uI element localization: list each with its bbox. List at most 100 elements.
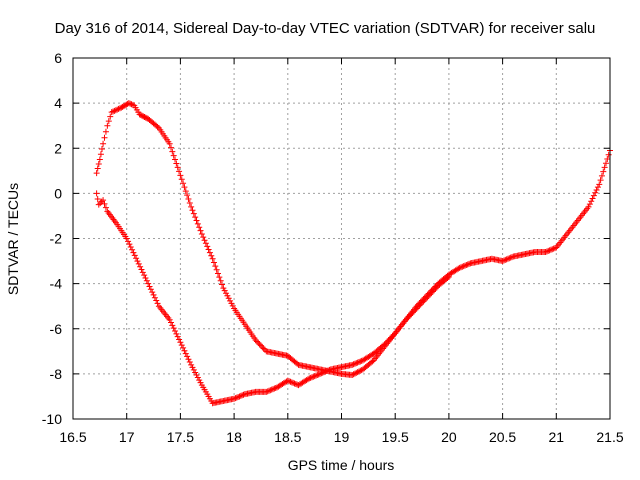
data-point — [147, 286, 154, 293]
data-point — [174, 164, 181, 171]
data-point — [224, 292, 231, 299]
data-point — [259, 344, 266, 351]
data-point — [184, 353, 191, 360]
data-point — [380, 342, 387, 349]
data-point — [349, 372, 356, 379]
data-point — [192, 369, 199, 376]
data-point — [189, 364, 196, 371]
data-point — [126, 241, 133, 248]
data-point — [322, 368, 329, 375]
data-point — [170, 325, 177, 332]
data-point — [351, 360, 358, 367]
x-axis-label: GPS time / hours — [288, 457, 395, 473]
data-point — [189, 207, 196, 214]
data-point — [142, 274, 149, 281]
data-point — [416, 302, 423, 309]
x-tick-label: 17.5 — [167, 429, 194, 445]
data-point — [406, 312, 413, 319]
data-point — [459, 263, 466, 270]
data-point — [108, 109, 115, 116]
data-point — [202, 240, 209, 247]
data-point — [358, 357, 365, 364]
grid — [73, 58, 610, 419]
data-point — [233, 394, 240, 401]
data-point — [219, 281, 226, 288]
chart-title: Day 316 of 2014, Sidereal Day-to-day VTE… — [55, 20, 596, 37]
data-point — [213, 266, 220, 273]
data-point — [225, 295, 232, 302]
data-point — [503, 256, 510, 263]
data-point — [131, 252, 138, 259]
data-point — [96, 156, 103, 163]
data-point — [350, 371, 357, 378]
data-point — [284, 377, 291, 384]
data-point — [415, 304, 422, 311]
data-point — [169, 148, 176, 155]
data-point — [506, 255, 513, 262]
data-point — [354, 359, 361, 366]
data-point — [180, 344, 187, 351]
data-point — [549, 246, 556, 253]
data-point — [194, 374, 201, 381]
data-point — [174, 333, 181, 340]
data-point — [456, 264, 463, 271]
data-point — [462, 262, 469, 269]
data-point — [101, 200, 108, 207]
data-point — [169, 322, 176, 329]
data-point — [168, 144, 175, 151]
data-point — [604, 155, 611, 162]
data-point — [205, 246, 212, 253]
data-point — [93, 190, 100, 197]
data-point — [102, 204, 109, 211]
data-point — [227, 297, 234, 304]
data-point — [402, 316, 409, 323]
data-point — [168, 319, 175, 326]
data-point — [197, 227, 204, 234]
data-point — [143, 277, 150, 284]
data-point — [586, 201, 593, 208]
data-point — [220, 285, 227, 292]
data-point — [135, 260, 142, 267]
data-point — [128, 101, 135, 108]
data-point — [145, 280, 152, 287]
data-point — [310, 373, 317, 380]
data-point — [98, 146, 105, 153]
data-point — [321, 369, 328, 376]
plot-frame — [72, 57, 611, 420]
data-point — [192, 214, 199, 221]
data-point — [323, 368, 330, 375]
data-point — [100, 197, 107, 204]
data-point — [237, 392, 244, 399]
data-point — [193, 372, 200, 379]
data-point — [602, 160, 609, 167]
data-point — [369, 358, 376, 365]
data-point — [257, 342, 264, 349]
data-point — [154, 123, 161, 130]
data-point — [150, 291, 157, 298]
data-point — [460, 263, 467, 270]
data-point — [272, 384, 279, 391]
data-point — [592, 189, 599, 196]
data-point — [386, 335, 393, 342]
data-point — [542, 249, 549, 256]
data-point — [312, 372, 319, 379]
data-point — [355, 368, 362, 375]
x-tick-label: 21.5 — [596, 429, 623, 445]
x-tick-label: 16.5 — [59, 429, 86, 445]
data-point — [212, 263, 219, 270]
data-point — [107, 113, 114, 120]
data-point — [351, 370, 358, 377]
data-point — [188, 361, 195, 368]
data-point — [141, 272, 148, 279]
data-point — [307, 374, 314, 381]
data-point — [500, 257, 507, 264]
data-point — [290, 379, 297, 386]
data-point — [97, 151, 104, 158]
data-point — [186, 199, 193, 206]
data-point — [353, 369, 360, 376]
data-point — [231, 395, 238, 402]
data-point — [428, 289, 435, 296]
data-point — [94, 196, 101, 203]
data-point — [600, 168, 607, 175]
data-point — [598, 172, 605, 179]
